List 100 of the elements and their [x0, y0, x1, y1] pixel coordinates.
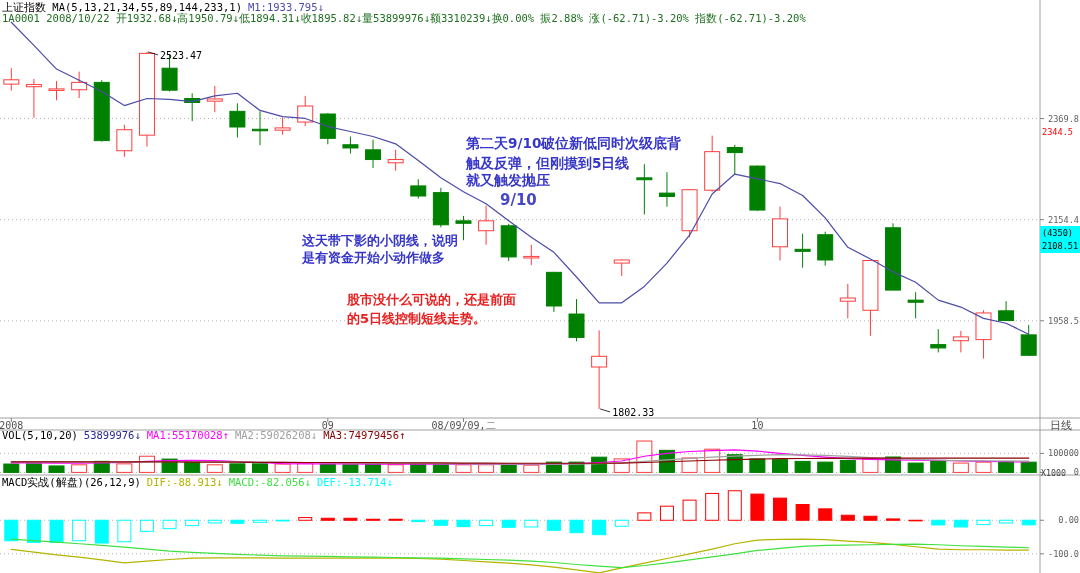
y-tick-label: 0.00 — [1058, 515, 1079, 526]
series-label: MA2:59026208↓ — [234, 429, 318, 441]
bar — [795, 504, 810, 521]
text: 2108.51 — [1042, 241, 1079, 251]
bar — [953, 519, 968, 528]
candlestick — [726, 144, 743, 175]
bar — [319, 463, 336, 473]
bar — [116, 463, 133, 473]
bar — [794, 460, 811, 473]
bar — [185, 519, 200, 527]
candlestick — [1020, 324, 1037, 357]
y-tick-label: 0 — [1073, 467, 1079, 478]
bar — [907, 462, 924, 473]
bar — [25, 463, 42, 473]
bar — [343, 517, 358, 521]
candlestick — [658, 171, 675, 208]
candlestick — [229, 102, 246, 138]
candlestick — [25, 78, 42, 119]
bar — [592, 519, 607, 536]
candlestick — [116, 124, 133, 158]
text: DIF:-88.913↓ — [146, 476, 223, 488]
chart-title: MACD实战(解盘)(26,12,9) — [2, 476, 141, 488]
text: X1000 — [1041, 467, 1066, 478]
bar — [320, 517, 335, 521]
bar — [1021, 519, 1036, 526]
annotation: 这天带下影的小阴线，说明 — [301, 233, 458, 248]
x-tick-label: 08/09/09,二 — [431, 419, 496, 431]
x-tick-label: 09 — [321, 419, 334, 431]
bar — [48, 465, 65, 473]
series-label: MA1:55170028↑ — [146, 429, 229, 441]
bar — [637, 512, 652, 521]
annotation: 就又触发抛压 — [465, 172, 550, 188]
bar — [546, 519, 561, 531]
annotation: 第二天9/10破位新低同时次级底背 — [465, 135, 683, 151]
bar — [818, 508, 833, 521]
bar — [3, 463, 20, 473]
text: 1A0001 2008/10/22 开1932.68↓高1950.79↓低1894.31↓收1895.82↓量53899976↓额3310239↓换0.00% 振2.88% 涨(-62.71)-3.20% 指数(-62.71)-3.20% — [2, 12, 807, 24]
bar — [501, 519, 516, 528]
bar — [998, 460, 1015, 473]
annotation: 1802.33 — [612, 406, 655, 418]
candlestick — [568, 298, 585, 342]
bar — [4, 519, 19, 542]
candlestick — [839, 283, 856, 319]
text: (4350) — [1042, 228, 1074, 238]
bar — [206, 464, 223, 473]
bar — [94, 519, 109, 544]
bar — [456, 519, 471, 528]
candlestick — [794, 233, 811, 269]
x-tick-label: 10 — [751, 419, 764, 431]
bar — [975, 461, 992, 473]
bar — [614, 519, 629, 527]
bar — [26, 519, 41, 543]
bar — [479, 519, 494, 527]
candlestick — [365, 139, 382, 169]
bar — [976, 519, 991, 526]
bar — [999, 519, 1014, 524]
bar — [139, 519, 154, 532]
bar — [433, 519, 448, 526]
bar — [773, 497, 787, 521]
annotation: 股市没什么可说的，还是前面 — [346, 292, 516, 307]
y-tick-label: 2154.4 — [1047, 214, 1079, 225]
bar — [863, 515, 878, 521]
candlestick — [297, 95, 314, 127]
annotation: 是有资金开始小动作做多 — [301, 250, 445, 265]
bar — [817, 461, 834, 473]
bar — [207, 519, 222, 524]
candlestick — [478, 205, 495, 246]
candlestick — [3, 67, 20, 92]
bar — [523, 464, 540, 473]
bar — [931, 519, 946, 526]
text: 日线 — [1050, 418, 1072, 432]
bar — [252, 463, 268, 473]
bar — [49, 519, 64, 543]
x-tick-label: 2008 — [0, 419, 24, 431]
candlestick — [455, 215, 472, 241]
y-tick-label: 100000 — [1047, 448, 1079, 459]
bar — [229, 463, 246, 473]
bar — [705, 492, 720, 521]
candlestick — [387, 149, 404, 172]
candlestick — [636, 163, 653, 215]
bar — [839, 459, 856, 473]
annotation: 触及反弹，但刚摸到5日线 — [465, 155, 630, 171]
bar — [342, 464, 359, 473]
annotation: 的5日线控制短线走势。 — [347, 311, 487, 326]
candlestick — [952, 330, 969, 353]
bar — [72, 519, 87, 542]
chart-title: VOL(5,10,20) — [2, 429, 78, 441]
bar — [840, 514, 855, 521]
bar — [162, 519, 177, 530]
bar — [298, 517, 313, 521]
bar — [930, 459, 947, 473]
bar — [727, 490, 742, 521]
candlestick — [206, 85, 223, 113]
text: MA3:74979456↑ — [323, 429, 406, 441]
bar — [253, 519, 267, 523]
bar — [71, 464, 88, 473]
bar — [1020, 461, 1037, 473]
chart-title: 上证指数 MA(5,13,21,34,55,89,144,233,1) — [2, 1, 242, 13]
candlestick — [71, 71, 88, 99]
bar — [478, 464, 495, 473]
